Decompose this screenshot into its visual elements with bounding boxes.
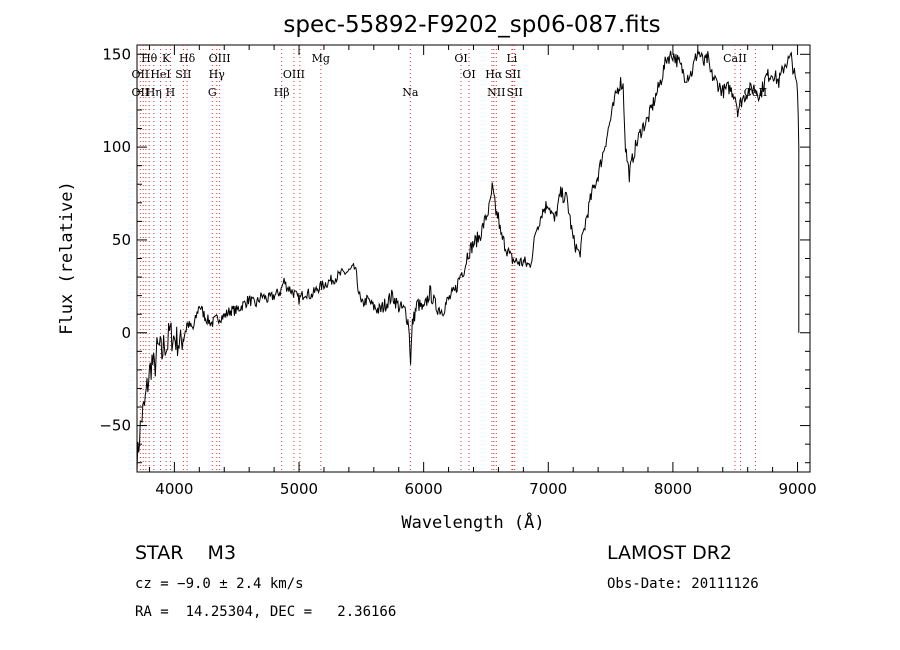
marker-label-3: OIII (209, 52, 231, 65)
y-axis-label: Flux (relative) (57, 181, 77, 335)
x-tick-label-3: 7000 (529, 480, 567, 498)
marker-label-9: HeI (150, 68, 170, 81)
marker-label-0: Hθ (141, 52, 158, 65)
marker-label-19: G (208, 86, 217, 99)
y-tick-label-1: 0 (121, 324, 131, 342)
marker-label-4: Mg (312, 52, 330, 65)
observation-date: Obs-Date: 20111126 (607, 576, 759, 592)
marker-label-18: H (166, 86, 176, 99)
x-tick-label-5: 9000 (778, 480, 816, 498)
marker-label-12: OIII (283, 68, 305, 81)
x-tick-label-4: 8000 (654, 480, 692, 498)
y-tick-label-3: 100 (102, 138, 131, 156)
y-tick-label-0: −50 (99, 417, 131, 435)
y-tick-label-2: 50 (112, 231, 131, 249)
y-axis-ticks: −50 0 50 100 150 (99, 45, 810, 464)
x-tick-label-0: 4000 (155, 480, 193, 498)
x-axis-ticks: 4000 5000 6000 7000 8000 9000 (148, 45, 817, 498)
marker-label-23: SII (507, 86, 523, 99)
coordinates: RA = 14.25304, DEC = 2.36166 (135, 604, 397, 620)
marker-label-13: OI (462, 68, 475, 81)
marker-label-2: Hδ (179, 52, 196, 65)
marker-label-11: Hγ (209, 68, 226, 81)
marker-label-7: CaII (723, 52, 747, 65)
marker-label-14: Hα (485, 68, 503, 81)
marker-label-15: SII (505, 68, 521, 81)
marker-label-20: Hβ (274, 86, 290, 99)
chart-title: spec-55892-F9202_sp06-087.fits (283, 12, 660, 38)
redshift-velocity: cz = −9.0 ± 2.4 km/s (135, 576, 304, 592)
marker-label-5: OI (454, 52, 467, 65)
x-tick-label-2: 6000 (405, 480, 443, 498)
plot-frame (136, 44, 811, 473)
marker-label-21: Na (402, 86, 419, 99)
emission-line-markers (139, 45, 756, 472)
marker-label-10: SII (175, 68, 191, 81)
marker-label-17: Hη (146, 86, 162, 99)
object-type: STAR M3 (135, 542, 237, 564)
marker-label-22: NII (487, 86, 505, 99)
marker-label-8: OII (132, 68, 150, 81)
spectrum-line (136, 49, 800, 473)
marker-label-6: Li (506, 52, 517, 65)
x-tick-label-1: 5000 (280, 480, 318, 498)
x-axis-label: Wavelength (Å) (401, 511, 544, 533)
y-tick-label-4: 150 (102, 45, 131, 63)
survey-name: LAMOST DR2 (607, 542, 732, 564)
marker-label-1: K (162, 52, 171, 65)
marker-label-16: OII (132, 86, 150, 99)
